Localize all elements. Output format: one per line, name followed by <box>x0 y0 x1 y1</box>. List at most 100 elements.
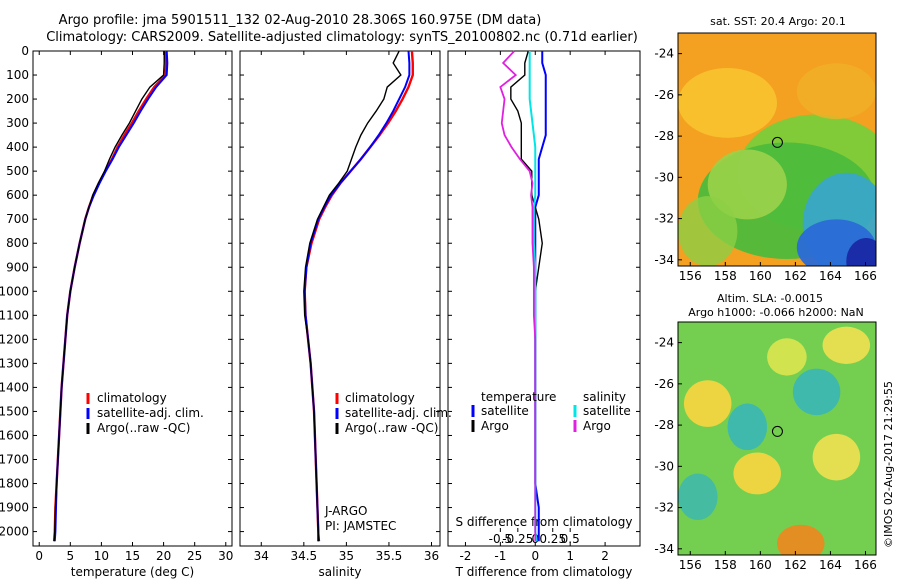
y-tick-label: 2000 <box>0 525 29 539</box>
y-tick-label: 200 <box>6 92 29 106</box>
series-line <box>303 50 402 542</box>
legend-label-satellite: satellite-adj. clim. <box>97 406 204 420</box>
map-y-tick-label: -26 <box>654 377 674 391</box>
map-blob <box>678 473 718 521</box>
x-tick-label: 0 <box>531 549 539 563</box>
map-field <box>678 33 876 266</box>
x2-tick-label: 0.5 <box>561 532 580 546</box>
y-tick-label: 1300 <box>0 356 29 370</box>
sla-map-title-line1: Altim. SLA: -0.0015 <box>717 292 823 305</box>
map-blob <box>683 380 732 427</box>
salinity-panel: 34 34.5 35 35.5 36 salinity <box>239 50 441 579</box>
map-y-tick-label: -32 <box>654 501 674 515</box>
salinity-legend: climatology satellite-adj. clim. Argo(..… <box>324 391 452 533</box>
x-tick-label: 10 <box>94 549 109 563</box>
temperature-panel: 0100200300400500600700800900100011001200… <box>0 44 233 579</box>
map-y-tick-label: -34 <box>654 253 674 267</box>
figure-title-line1: Argo profile: jma 5901511_132 02-Aug-201… <box>59 13 542 28</box>
sla-map-title-line2: Argo h1000: -0.066 h2000: NaN <box>688 306 864 319</box>
y-tick-label: 1200 <box>0 332 29 346</box>
y-tick-label: 1000 <box>0 284 29 298</box>
map-blob <box>822 326 871 364</box>
map-blob <box>767 338 807 376</box>
map-blob <box>678 196 738 266</box>
map-x-tick-label: 156 <box>679 269 702 283</box>
difference-legend: temperature salinity satellite Argo sate… <box>471 390 631 433</box>
map-y-tick-label: -24 <box>654 47 674 61</box>
y-tick-label: 1400 <box>0 380 29 394</box>
x-tick-label: -2 <box>459 549 471 563</box>
plot-frame <box>239 50 441 547</box>
legend-label-climatology: climatology <box>345 391 415 405</box>
x-axis-label: salinity <box>318 565 361 579</box>
argo-position-marker <box>771 136 783 148</box>
map-blob <box>707 149 787 220</box>
program-label: J-ARGO <box>324 504 367 518</box>
map-blob <box>812 433 861 481</box>
y-tick-label: 500 <box>6 164 29 178</box>
x-tick-label: 15 <box>125 549 140 563</box>
map-x-tick-label: 158 <box>714 558 737 572</box>
pi-label: PI: JAMSTEC <box>325 519 396 533</box>
x2-tick-label: -0.5 <box>489 532 512 546</box>
map-blob <box>796 63 876 120</box>
y-tick-label: 100 <box>6 68 29 82</box>
x-axis-label: temperature (deg C) <box>71 565 194 579</box>
plot-frame <box>447 50 641 547</box>
map-x-tick-label: 162 <box>784 558 807 572</box>
legend-label-t-argo: Argo <box>481 419 509 433</box>
map-x-tick-label: 160 <box>749 269 772 283</box>
credit-text: ©IMOS 02-Aug-2017 21:29:55 <box>882 381 895 548</box>
x-tick-label: 35 <box>339 549 354 563</box>
series-line <box>53 51 165 542</box>
x-tick-label: 2 <box>601 549 609 563</box>
map-x-tick-label: 164 <box>819 269 842 283</box>
legend-label-satellite: satellite-adj. clim. <box>345 406 452 420</box>
x-tick-label: 20 <box>156 549 171 563</box>
sla-map: 156 158 160 162 164 166 -24 -26 -28 -30 -32 -34 <box>654 321 877 572</box>
map-x-tick-label: 166 <box>854 269 877 283</box>
map-y-tick-label: -26 <box>654 88 674 102</box>
x-tick-label: 34 <box>254 549 269 563</box>
y-tick-label: 300 <box>6 116 29 130</box>
legend-header-salinity: salinity <box>583 390 626 404</box>
legend-label-s-satellite: satellite <box>583 404 631 418</box>
map-y-tick-label: -32 <box>654 212 674 226</box>
y-tick-label: 1600 <box>0 428 29 442</box>
y-tick-label: 0 <box>21 44 29 58</box>
figure-title-line2: Climatology: CARS2009. Satellite-adjuste… <box>46 30 638 45</box>
y-tick-label: 700 <box>6 212 29 226</box>
map-frame <box>677 321 877 556</box>
sst-map-title: sat. SST: 20.4 Argo: 20.1 <box>710 15 846 28</box>
y-tick-label: 800 <box>6 236 29 250</box>
x-tick-label: 34.5 <box>290 549 317 563</box>
legend-label-argo: Argo(..raw -QC) <box>97 421 190 435</box>
map-blob <box>777 524 825 555</box>
legend-label-argo: Argo(..raw -QC) <box>345 421 438 435</box>
x2-tick-label: -0.25 <box>502 532 533 546</box>
y-tick-label: 1800 <box>0 477 29 491</box>
x-axis-label: T difference from climatology <box>455 565 633 579</box>
y-tick-label: 600 <box>6 188 29 202</box>
map-blob <box>792 368 841 416</box>
y-tick-label: 1700 <box>0 452 29 466</box>
y-tick-label: 1100 <box>0 308 29 322</box>
y-tick-label: 400 <box>6 140 29 154</box>
difference-panel: -2 -1 0 1 2 T difference from climatology -0.5… <box>447 50 641 579</box>
plot-frame <box>32 50 233 547</box>
series-line <box>499 50 537 542</box>
x2-axis-label: S difference from climatology <box>456 515 633 529</box>
map-y-tick-label: -30 <box>654 170 674 184</box>
map-x-tick-label: 158 <box>714 269 737 283</box>
temperature-legend: climatology satellite-adj. clim. Argo(..… <box>86 391 204 435</box>
legend-header-temperature: temperature <box>481 390 556 404</box>
map-x-tick-label: 164 <box>819 558 842 572</box>
legend-label-climatology: climatology <box>97 391 167 405</box>
map-blob <box>846 238 876 266</box>
legend-label-t-satellite: satellite <box>481 404 529 418</box>
x-tick-label: 30 <box>218 549 233 563</box>
map-x-tick-label: 160 <box>749 558 772 572</box>
map-x-tick-label: 166 <box>854 558 877 572</box>
map-blob <box>678 67 777 138</box>
